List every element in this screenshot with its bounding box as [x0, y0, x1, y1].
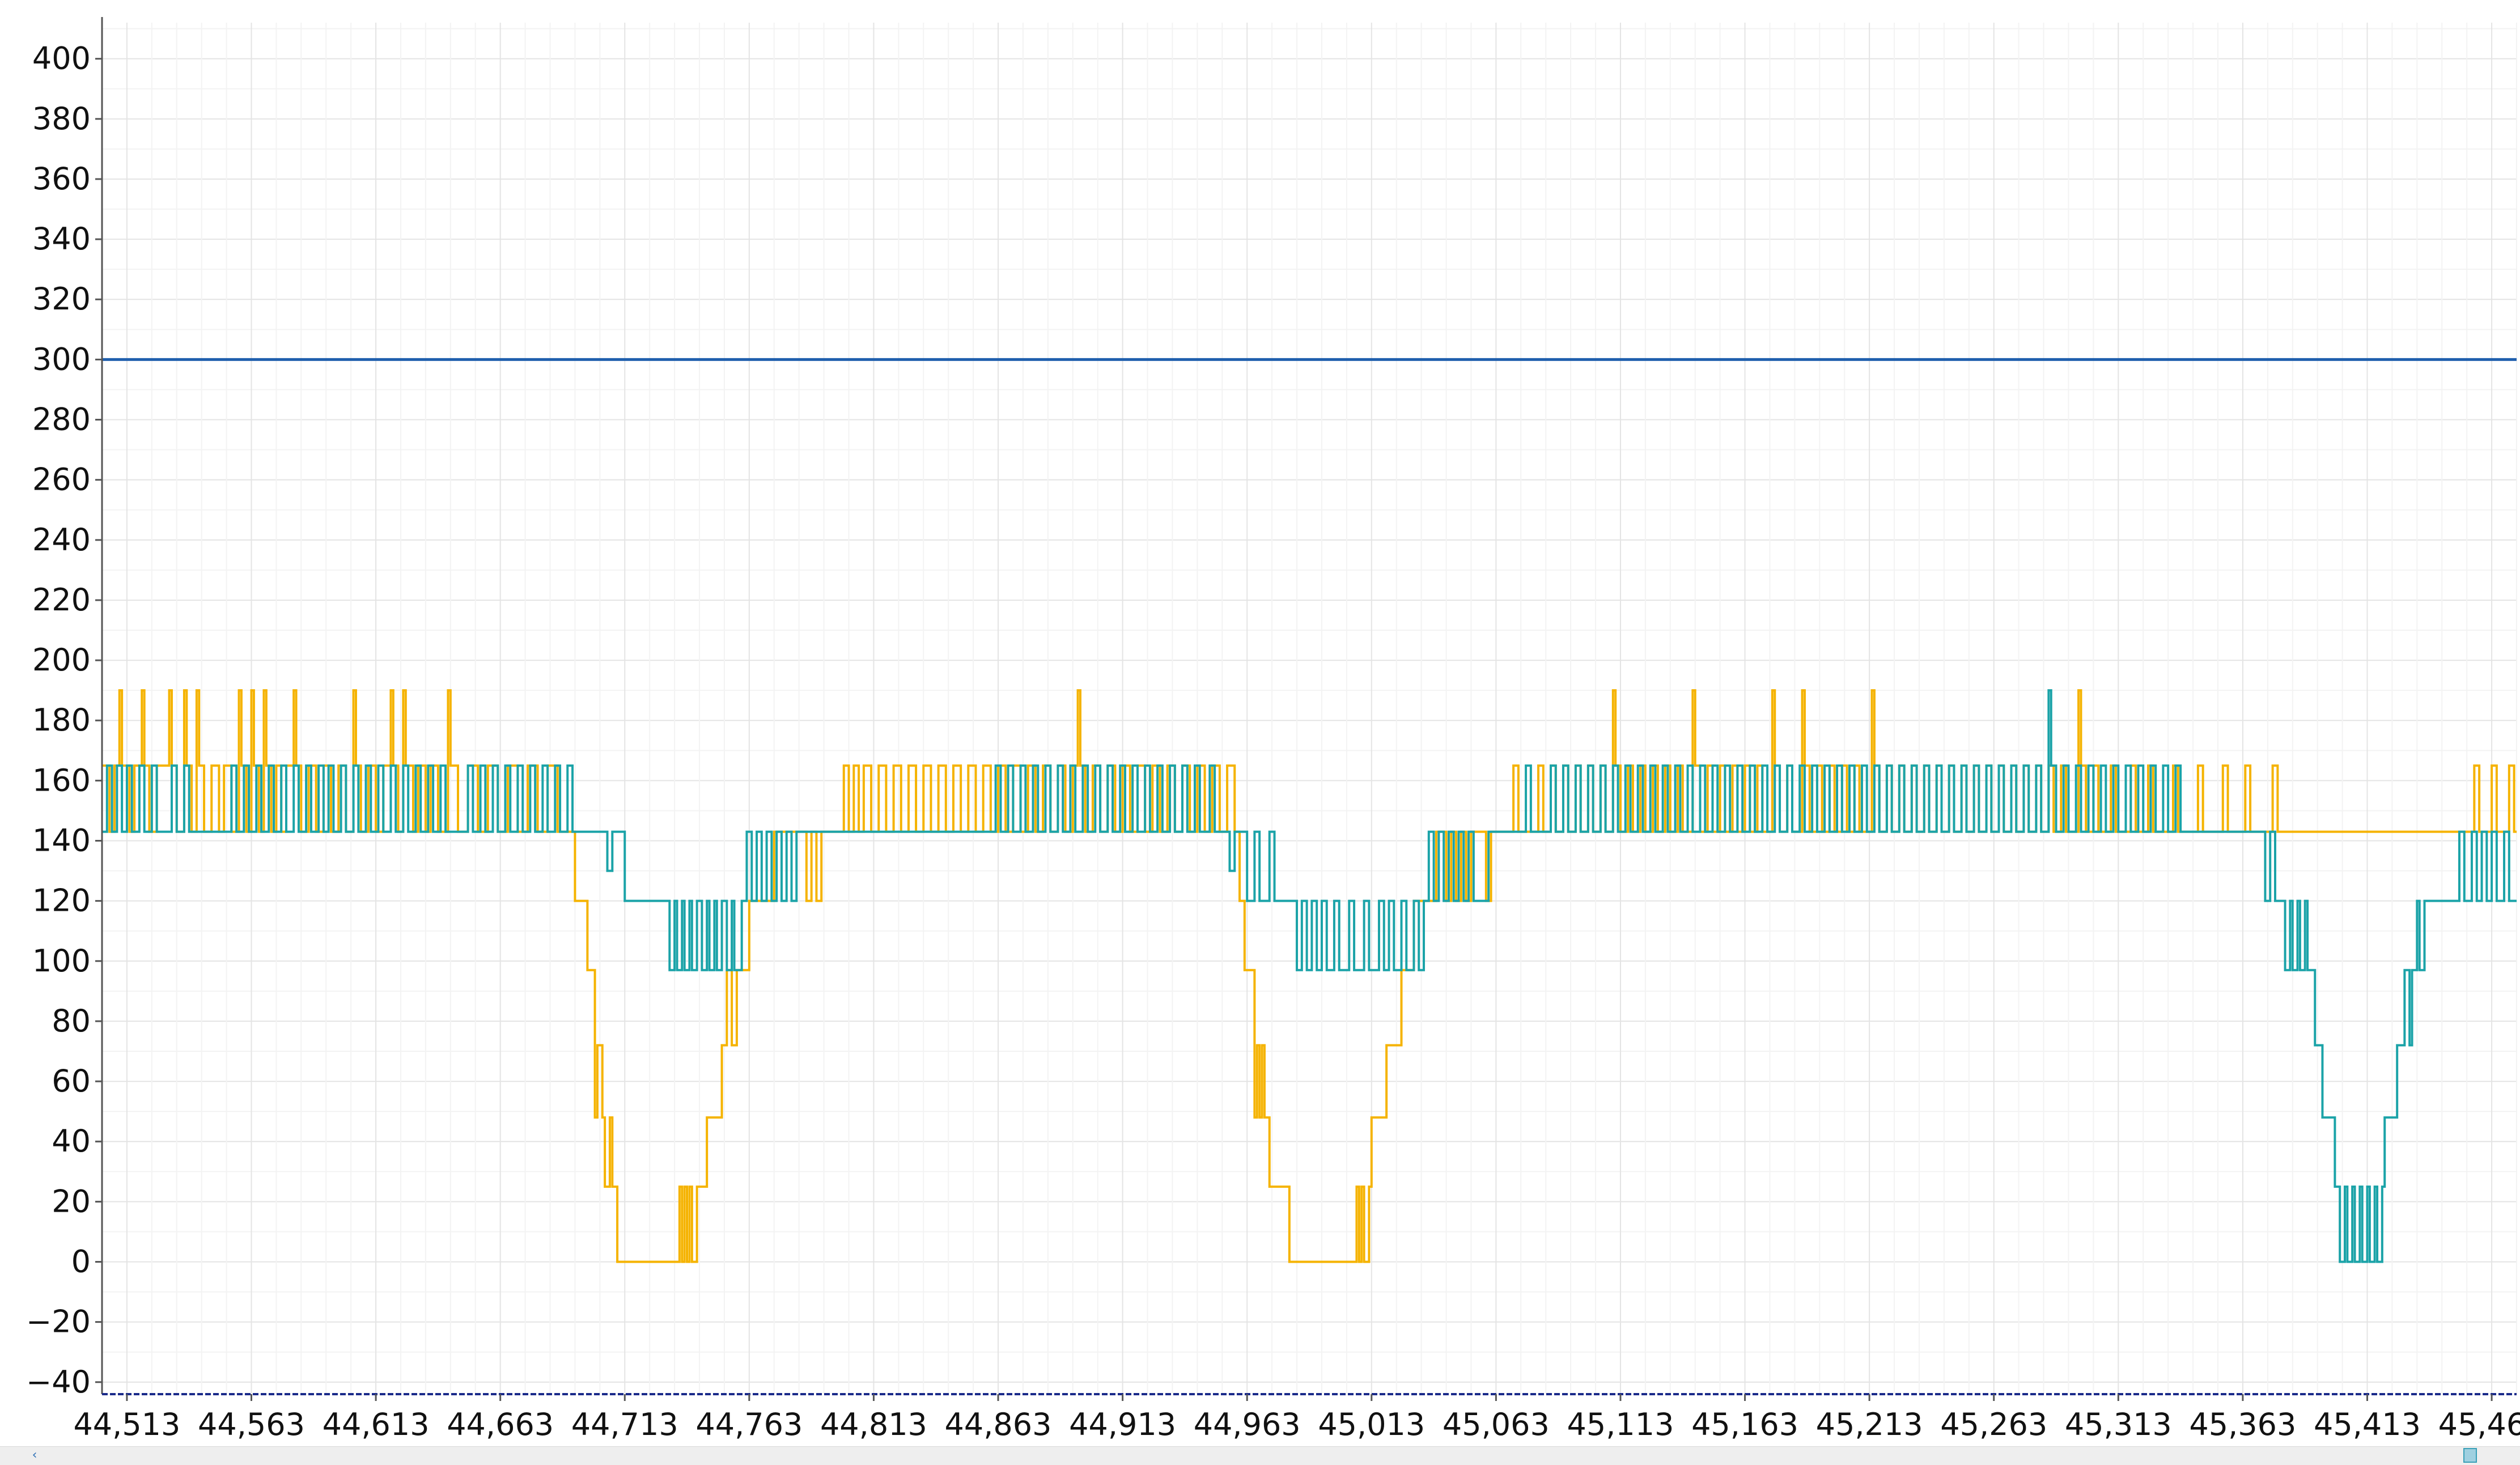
x-tick-label: 44,913: [1069, 1407, 1176, 1442]
x-tick-label: 45,163: [1691, 1407, 1798, 1442]
axes: [101, 17, 2517, 1395]
x-tick-label: 44,663: [447, 1407, 554, 1442]
y-tick-label: 280: [32, 402, 91, 438]
scroll-left-arrow-icon[interactable]: ‹: [32, 1448, 37, 1462]
x-tick-label: 45,363: [2189, 1407, 2296, 1442]
x-tick-label: 45,313: [2065, 1407, 2172, 1442]
y-tick-label: 20: [52, 1183, 91, 1219]
y-tick-label: 400: [32, 41, 91, 77]
y-tick-label: 340: [32, 221, 91, 257]
series-line-2: [102, 689, 2517, 1263]
y-tick-label: 100: [32, 943, 91, 979]
x-tick-label: 44,863: [945, 1407, 1052, 1442]
x-tick-label: 44,513: [73, 1407, 180, 1442]
x-tick-label: 45,063: [1443, 1407, 1550, 1442]
x-tick-label: 45,413: [2314, 1407, 2421, 1442]
y-tick-label: 380: [32, 101, 91, 137]
y-tick-label: 140: [32, 823, 91, 859]
grid: [102, 23, 2517, 1394]
y-tick-label: 160: [32, 762, 91, 798]
y-tick-label: 220: [32, 582, 91, 618]
x-tick-label: 44,713: [571, 1407, 678, 1442]
series-layer: [102, 358, 2517, 1263]
x-tick-label: 45,013: [1318, 1407, 1425, 1442]
y-axis-ticks: 4003803603403203002802602402202001801601…: [26, 41, 102, 1400]
y-tick-label: 260: [32, 462, 91, 498]
y-tick-label: 0: [71, 1243, 91, 1279]
y-tick-label: 120: [32, 883, 91, 919]
x-tick-label: 44,963: [1194, 1407, 1301, 1442]
x-tick-label: 44,763: [695, 1407, 803, 1442]
y-tick-label: 80: [52, 1003, 91, 1039]
x-tick-label: 45,213: [1816, 1407, 1923, 1442]
x-axis-ticks: 44,513 44,563 44,613 44,663 44,713 44,763 44,8…: [73, 1394, 2520, 1442]
y-tick-label: −40: [26, 1364, 91, 1400]
x-tick-label: 45,263: [1940, 1407, 2047, 1442]
y-tick-label: 360: [32, 161, 91, 197]
x-tick-label: 45,463: [2438, 1407, 2520, 1442]
x-tick-label: 44,613: [323, 1407, 430, 1442]
series-line-1: [102, 689, 2517, 1263]
y-tick-label: 200: [32, 642, 91, 678]
x-tick-label: 45,113: [1567, 1407, 1674, 1442]
y-tick-label: 180: [32, 702, 91, 738]
y-tick-label: 240: [32, 522, 91, 558]
y-tick-label: −20: [26, 1304, 91, 1340]
x-tick-label: 44,813: [820, 1407, 927, 1442]
scroll-thumb[interactable]: [2463, 1448, 2477, 1463]
y-tick-label: 40: [52, 1123, 91, 1159]
y-tick-label: 300: [32, 341, 91, 377]
x-tick-label: 44,563: [198, 1407, 305, 1442]
horizontal-scrollbar[interactable]: ‹: [0, 1446, 2520, 1465]
y-tick-label: 320: [32, 281, 91, 317]
y-tick-label: 60: [52, 1063, 91, 1099]
